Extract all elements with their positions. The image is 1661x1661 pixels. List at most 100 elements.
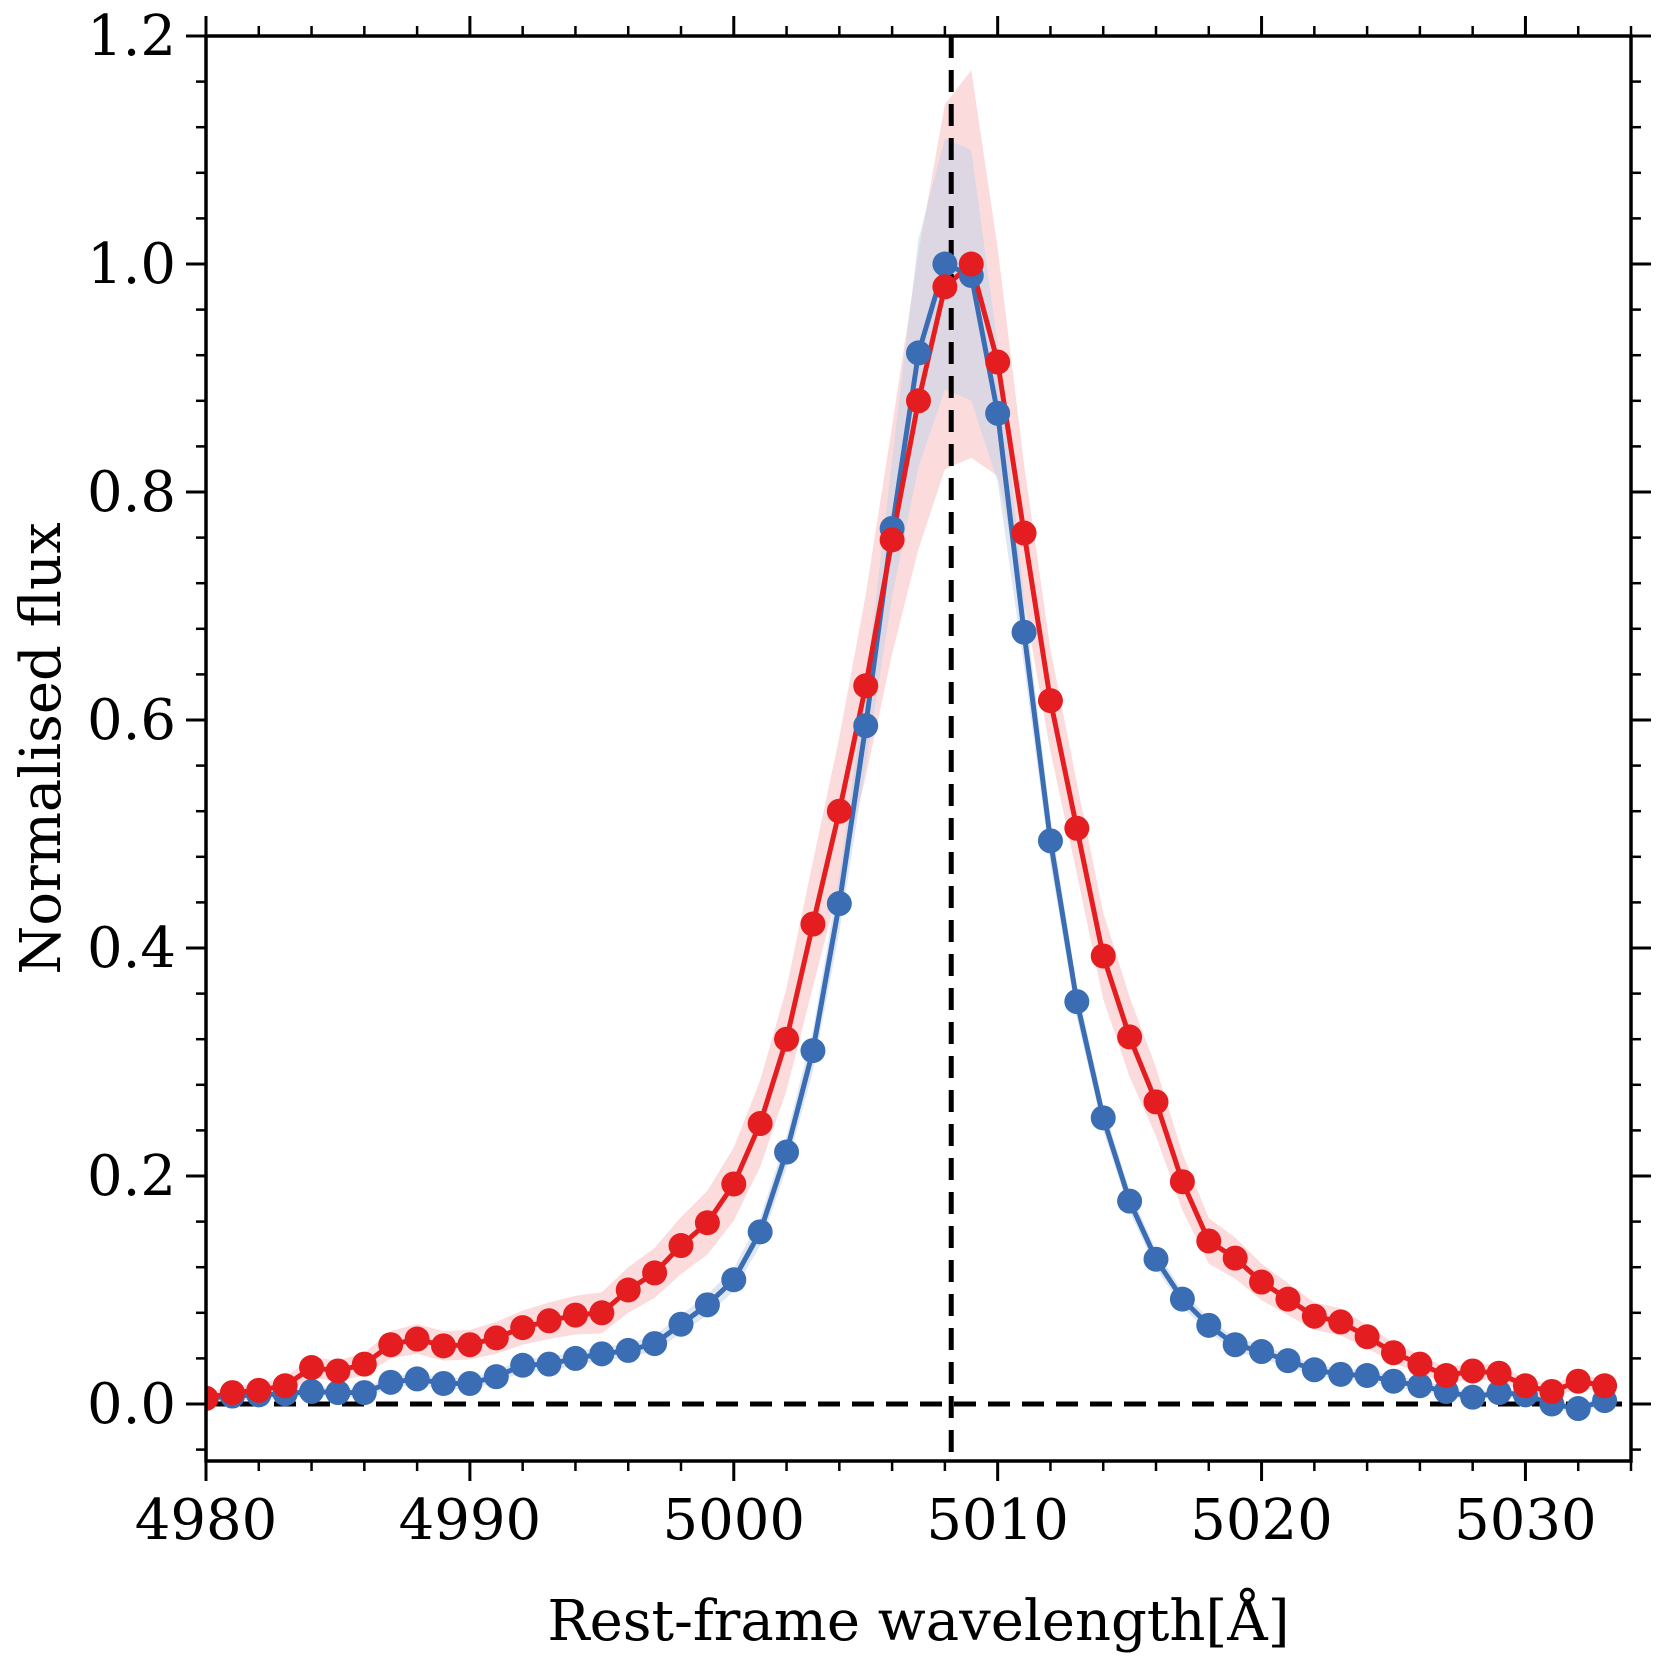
- red-point: [826, 798, 852, 824]
- uncertainty-bands: [206, 70, 1605, 1414]
- blue-point: [1196, 1312, 1222, 1338]
- red-point: [351, 1351, 377, 1377]
- series-lines: [206, 261, 1606, 1412]
- x-tick-label: 4990: [399, 1488, 542, 1553]
- blue-point: [747, 1219, 773, 1245]
- blue-point: [668, 1311, 694, 1337]
- red-point: [1090, 943, 1116, 969]
- blue-point: [1328, 1361, 1354, 1387]
- red-point: [1249, 1269, 1275, 1295]
- red-point: [510, 1315, 536, 1341]
- red-point: [958, 251, 984, 277]
- blue-point: [404, 1366, 430, 1392]
- red-point: [1301, 1303, 1327, 1329]
- blue-point: [1354, 1363, 1380, 1388]
- red-point: [325, 1358, 351, 1384]
- series-markers: [206, 251, 1618, 1422]
- blue-point: [510, 1352, 536, 1378]
- red-point: [774, 1026, 800, 1052]
- blue-point: [457, 1370, 483, 1396]
- red-point: [1169, 1169, 1195, 1195]
- blue-point: [1222, 1332, 1248, 1358]
- blue-point: [1117, 1188, 1143, 1214]
- blue-point: [826, 891, 852, 917]
- blue-point: [774, 1139, 800, 1165]
- red-point: [206, 1385, 219, 1411]
- red-point: [457, 1332, 483, 1358]
- red-point: [1275, 1286, 1301, 1312]
- blue-point: [932, 251, 958, 277]
- x-tick-label: 5000: [663, 1488, 806, 1553]
- blue-point: [1486, 1380, 1512, 1406]
- blue-point: [1143, 1246, 1169, 1272]
- red-point: [853, 673, 879, 699]
- blue-point: [1169, 1286, 1195, 1312]
- red-point: [1064, 815, 1090, 841]
- red-point: [642, 1260, 668, 1286]
- red-point: [299, 1355, 325, 1381]
- blue-point: [378, 1369, 404, 1395]
- blue-point: [721, 1267, 747, 1293]
- x-axis-label: Rest-frame wavelength[Å]: [547, 1587, 1289, 1654]
- red-point: [721, 1171, 747, 1197]
- blue-point: [1249, 1339, 1275, 1365]
- axis-ticks: [186, 16, 1651, 1481]
- y-axis-label: Normalised flux: [9, 522, 74, 974]
- red-point: [1328, 1309, 1354, 1335]
- blue-point: [694, 1292, 720, 1318]
- blue-point: [589, 1341, 615, 1367]
- red-point: [483, 1325, 509, 1351]
- red-point: [1117, 1024, 1143, 1050]
- red-point: [562, 1302, 588, 1328]
- red-point: [378, 1332, 404, 1358]
- red-point: [1460, 1358, 1486, 1384]
- red-point: [747, 1111, 773, 1137]
- tick-labels: 4980 4990 5000 5010 5020 5030 0.0 0.2 0.4 0.6 0.8 1…: [87, 4, 1597, 1553]
- red-point: [1011, 520, 1037, 546]
- red-point: [1354, 1324, 1380, 1350]
- red-point: [879, 527, 905, 553]
- blue-point: [906, 340, 931, 366]
- blue-point: [985, 400, 1011, 426]
- x-tick-label: 5010: [926, 1488, 1069, 1553]
- red-band: [206, 70, 1605, 1405]
- blue-point: [642, 1331, 668, 1357]
- blue-point: [853, 713, 879, 739]
- blue-band: [206, 138, 1605, 1414]
- blue-point: [351, 1380, 377, 1406]
- blue-point: [299, 1378, 325, 1404]
- blue-point: [1011, 619, 1037, 645]
- red-point: [431, 1333, 456, 1359]
- red-point: [1512, 1373, 1538, 1399]
- blue-point: [1565, 1396, 1591, 1422]
- red-point: [1486, 1360, 1512, 1386]
- y-tick-label: 1.2: [87, 4, 176, 69]
- red-point: [1222, 1245, 1248, 1271]
- red-point: [906, 388, 931, 414]
- y-tick-label: 0.6: [87, 688, 176, 753]
- y-tick-label: 0.0: [87, 1372, 176, 1437]
- red-point: [1433, 1363, 1459, 1388]
- red-point: [536, 1308, 562, 1334]
- red-point: [1592, 1373, 1618, 1399]
- blue-line: [206, 261, 1606, 1412]
- red-point: [694, 1210, 720, 1236]
- blue-point: [536, 1351, 562, 1377]
- blue-point: [1301, 1357, 1327, 1383]
- red-point: [404, 1326, 430, 1352]
- y-tick-label: 0.2: [87, 1144, 176, 1209]
- plot-frame: [204, 34, 1633, 1463]
- y-tick-label: 0.8: [87, 460, 176, 525]
- blue-point: [431, 1370, 456, 1396]
- blue-point: [1037, 828, 1063, 854]
- red-point: [1565, 1368, 1591, 1394]
- blue-point: [800, 1038, 826, 1064]
- red-point: [272, 1373, 298, 1399]
- x-tick-label: 5030: [1454, 1488, 1597, 1553]
- red-point: [246, 1377, 272, 1403]
- red-point: [1381, 1340, 1406, 1366]
- red-point: [800, 911, 826, 937]
- blue-point: [1275, 1348, 1301, 1374]
- red-point: [1143, 1089, 1169, 1115]
- red-point: [589, 1300, 615, 1326]
